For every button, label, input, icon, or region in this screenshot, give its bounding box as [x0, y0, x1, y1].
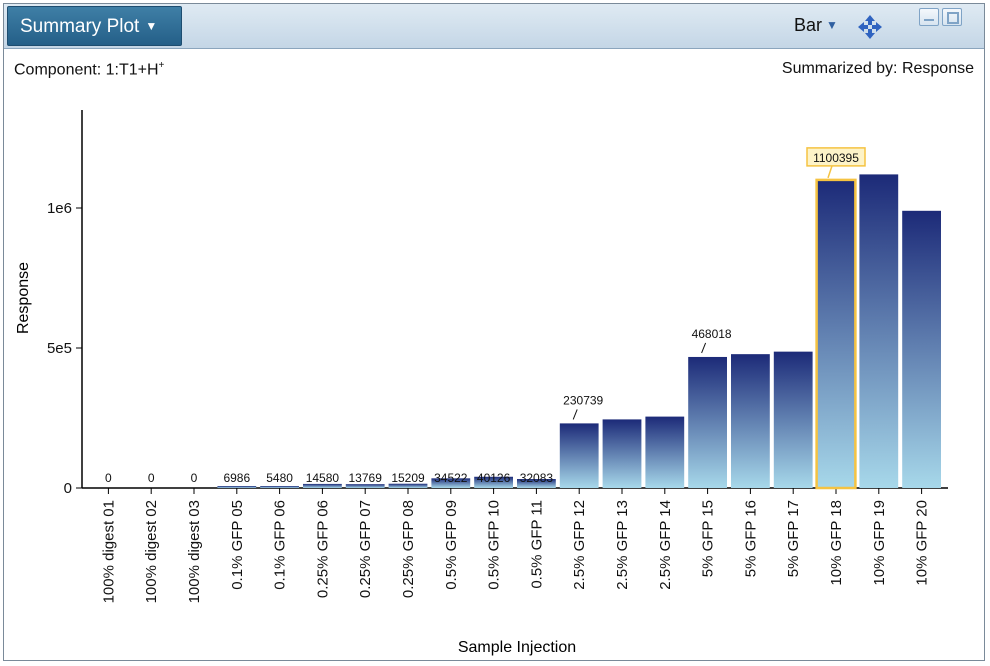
- x-tick-label: 0.1% GFP 06: [272, 500, 289, 590]
- data-label-leader: [827, 165, 833, 179]
- x-tick-label: 10% GFP 20: [914, 500, 931, 586]
- data-label: 15209: [391, 471, 425, 485]
- chart-type-value: Bar: [794, 15, 823, 35]
- bar[interactable]: [645, 416, 685, 488]
- x-tick-label: 0.25% GFP 08: [400, 500, 417, 598]
- data-label: 230739: [563, 393, 603, 407]
- data-label-leader: [701, 342, 707, 354]
- bar[interactable]: [859, 174, 899, 488]
- data-label: 14580: [306, 471, 340, 485]
- data-label: 32083: [520, 471, 554, 485]
- x-tick-label: 0.25% GFP 07: [357, 500, 374, 598]
- component-label: Component: 1:T1+H+: [14, 60, 164, 79]
- data-label: 0: [191, 471, 198, 485]
- bar[interactable]: [902, 210, 941, 489]
- bar[interactable]: [559, 423, 599, 488]
- minimize-button[interactable]: [919, 8, 939, 26]
- data-label: 5480: [266, 471, 293, 485]
- x-tick-label: 10% GFP 18: [828, 500, 845, 586]
- bar[interactable]: [474, 476, 513, 488]
- y-axis-title: Response: [15, 262, 32, 334]
- x-tick-label: 2.5% GFP 13: [614, 500, 631, 590]
- data-label-box: [806, 147, 866, 167]
- component-name: Component: 1:T1+H: [14, 61, 159, 79]
- bar[interactable]: [217, 486, 257, 488]
- chart-type-dropdown[interactable]: Bar ▼: [794, 15, 838, 39]
- bar[interactable]: [345, 484, 385, 488]
- x-tick-label: 0.5% GFP 10: [486, 500, 503, 590]
- summary-plot-menu-button[interactable]: Summary Plot ▼: [7, 6, 182, 46]
- bar[interactable]: [517, 479, 556, 488]
- data-label: 0: [105, 471, 112, 485]
- chevron-down-icon: ▼: [826, 18, 838, 32]
- bar[interactable]: [260, 486, 299, 488]
- x-tick-label: 5% GFP 15: [700, 500, 717, 577]
- y-tick-label: 5e5: [47, 340, 72, 357]
- x-tick-label: 100% digest 02: [143, 500, 160, 603]
- data-label-leader: [572, 409, 578, 420]
- data-label: 13769: [349, 471, 383, 485]
- bar[interactable]: [431, 478, 471, 488]
- summary-plot-label: Summary Plot: [20, 16, 140, 37]
- data-label: 1100395: [813, 151, 859, 165]
- x-tick-label: 2.5% GFP 12: [571, 500, 588, 590]
- chevron-down-icon: ▼: [145, 19, 158, 33]
- x-tick-label: 5% GFP 17: [785, 500, 802, 577]
- bar[interactable]: [303, 483, 342, 488]
- bar[interactable]: [688, 356, 727, 488]
- bar[interactable]: [773, 351, 813, 488]
- panel-titlebar: Summary Plot ▼ Bar ▼: [4, 4, 984, 49]
- x-tick-label: 0.5% GFP 09: [443, 500, 460, 590]
- x-axis-title: Sample Injection: [458, 639, 576, 656]
- bar[interactable]: [731, 354, 770, 488]
- y-tick-label: 0: [64, 480, 72, 497]
- bar[interactable]: [388, 483, 428, 488]
- x-tick-label: 0.1% GFP 05: [229, 500, 246, 590]
- x-tick-label: 0.5% GFP 11: [528, 500, 545, 589]
- component-charge: +: [158, 60, 165, 71]
- x-tick-label: 5% GFP 16: [742, 500, 759, 577]
- y-tick-label: 1e6: [47, 200, 72, 217]
- data-label: 468018: [692, 327, 732, 341]
- bar[interactable]: [602, 419, 642, 488]
- move-icon[interactable]: [857, 14, 883, 40]
- summarized-by-label: Summarized by: Response: [781, 60, 974, 77]
- x-tick-label: 0.25% GFP 06: [314, 500, 331, 598]
- data-label: 0: [148, 471, 155, 485]
- restore-button[interactable]: [942, 8, 962, 26]
- bar[interactable]: [815, 178, 857, 490]
- x-tick-label: 100% digest 03: [186, 500, 203, 603]
- data-label: 34522: [434, 471, 468, 485]
- x-tick-label: 100% digest 01: [100, 500, 117, 603]
- data-label: 6986: [223, 471, 250, 485]
- x-tick-label: 2.5% GFP 14: [657, 500, 674, 590]
- data-label: 40126: [477, 471, 511, 485]
- x-tick-label: 10% GFP 19: [871, 500, 888, 586]
